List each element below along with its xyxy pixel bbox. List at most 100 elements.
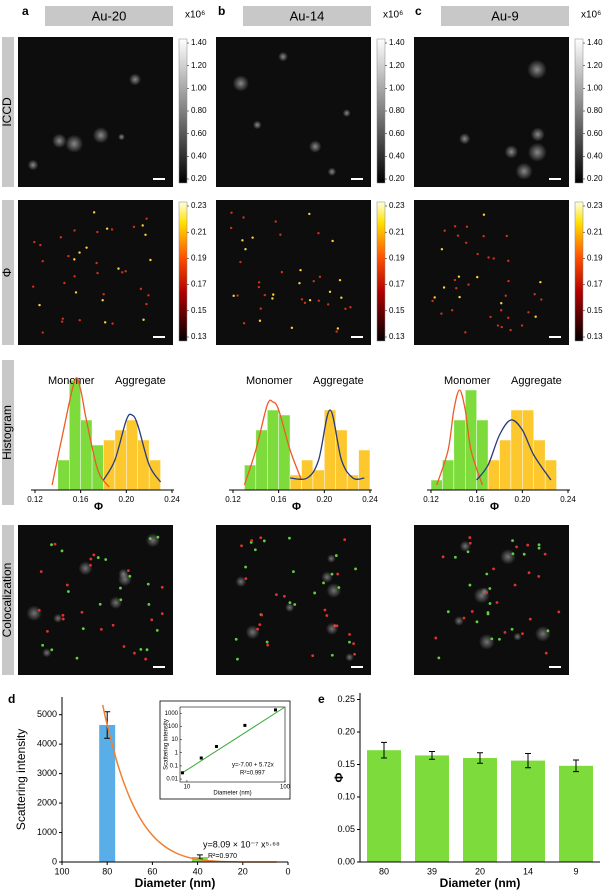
- annotation: R²=0.970: [208, 853, 237, 860]
- particle-spot: [61, 617, 65, 621]
- row-label: Φ: [0, 268, 14, 278]
- particle-spot: [282, 594, 286, 598]
- particle-spot: [280, 270, 284, 274]
- x-axis-label: Φ: [94, 501, 103, 513]
- colorbar: [376, 38, 386, 184]
- y-tick-label: 0.01: [166, 777, 178, 783]
- particle-spot: [271, 297, 274, 300]
- cell-signal: [27, 159, 39, 171]
- particle-spot: [81, 627, 85, 631]
- particle-spot: [132, 225, 136, 229]
- particle-spot: [256, 627, 259, 631]
- error-bar: [477, 752, 483, 764]
- particle-spot: [96, 271, 99, 275]
- cell-signal: [78, 561, 93, 576]
- particle-spot: [431, 299, 434, 303]
- particle-spot: [328, 290, 332, 294]
- particle-spot: [539, 280, 542, 284]
- fit-curve: [476, 419, 552, 481]
- particle-spot: [274, 593, 278, 596]
- histogram-bar: [499, 439, 512, 491]
- particle-spot: [266, 643, 270, 647]
- particle-spot: [330, 572, 334, 576]
- column-header-bar: [441, 6, 569, 26]
- particle-spot: [156, 535, 160, 539]
- cell-signal: [53, 613, 63, 623]
- micrograph: [18, 37, 173, 187]
- colorbar-tick-label: 0.60: [389, 129, 405, 138]
- particle-spot: [354, 567, 357, 571]
- particle-spot: [456, 234, 460, 237]
- particle-spot: [121, 271, 124, 274]
- particle-spot: [330, 653, 334, 657]
- cell-signal: [325, 622, 339, 635]
- particle-spot: [303, 301, 307, 305]
- particle-spot: [498, 637, 501, 641]
- data-point: [273, 708, 277, 712]
- particle-spot: [73, 229, 76, 232]
- particle-spot: [92, 211, 96, 214]
- particle-spot: [464, 241, 468, 245]
- y-tick-label: 1: [175, 750, 179, 756]
- column-header: Au-14: [290, 8, 325, 23]
- particle-spot: [89, 557, 93, 561]
- colorbar-tick-label: 0.13: [587, 332, 603, 341]
- particle-spot: [232, 294, 235, 298]
- x-tick-label: 9: [573, 866, 578, 876]
- particle-spot: [537, 546, 541, 550]
- x-axis-label: Diameter (nm): [440, 876, 521, 890]
- legend-label: Monomer: [48, 375, 95, 387]
- particle-spot: [75, 656, 79, 660]
- particle-spot: [509, 328, 512, 332]
- particle-spot: [133, 651, 136, 655]
- particle-spot: [65, 583, 69, 587]
- particle-spot: [242, 216, 245, 219]
- particle-spot: [462, 616, 466, 620]
- particle-spot: [299, 268, 302, 272]
- row-label-bar: [2, 37, 14, 187]
- colorbar-tick-label: 0.13: [389, 332, 405, 341]
- row-label: Colocalization: [0, 563, 14, 638]
- particle-spot: [110, 228, 114, 231]
- column-header-bar: [45, 6, 173, 26]
- x-axis-label: Diameter (nm): [213, 791, 251, 797]
- colorbar: [178, 38, 188, 184]
- cell-signal: [235, 576, 247, 588]
- particle-spot: [453, 225, 457, 228]
- particle-spot: [510, 627, 514, 631]
- column-header: Au-20: [92, 8, 127, 23]
- x-tick-label: 10: [184, 785, 191, 791]
- particle-spot: [520, 324, 524, 327]
- particle-spot: [239, 260, 242, 264]
- x-tick-label: 0.12: [225, 495, 241, 504]
- particle-spot: [515, 545, 519, 549]
- error-bar: [381, 741, 387, 759]
- colorbar-tick-label: 1.20: [191, 61, 207, 70]
- cell-signal: [285, 602, 295, 613]
- cell-signal: [92, 127, 109, 144]
- particle-spot: [128, 574, 132, 578]
- particle-spot: [160, 585, 164, 589]
- particle-spot: [148, 537, 152, 541]
- particle-spot: [80, 610, 84, 614]
- particle-spot: [513, 583, 517, 587]
- panel-letter: e: [318, 692, 325, 706]
- particle-spot: [468, 583, 472, 587]
- particle-spot: [262, 539, 266, 543]
- particle-spot: [73, 258, 76, 261]
- particle-spot: [292, 570, 295, 574]
- particle-spot: [142, 318, 145, 321]
- colorbar-tick-label: 1.20: [587, 61, 603, 70]
- particle-spot: [96, 230, 99, 234]
- particle-spot: [59, 236, 63, 239]
- colorbar-tick-label: 0.60: [191, 129, 207, 138]
- particle-spot: [50, 543, 53, 547]
- particle-spot: [288, 536, 291, 540]
- particle-spot: [343, 538, 347, 541]
- particle-spot: [338, 278, 342, 282]
- particle-spot: [500, 325, 503, 329]
- x-tick-label: 20: [238, 866, 248, 876]
- colorbar-exponent: x10⁶: [383, 10, 403, 21]
- particle-spot: [155, 628, 159, 632]
- particle-spot: [492, 567, 495, 571]
